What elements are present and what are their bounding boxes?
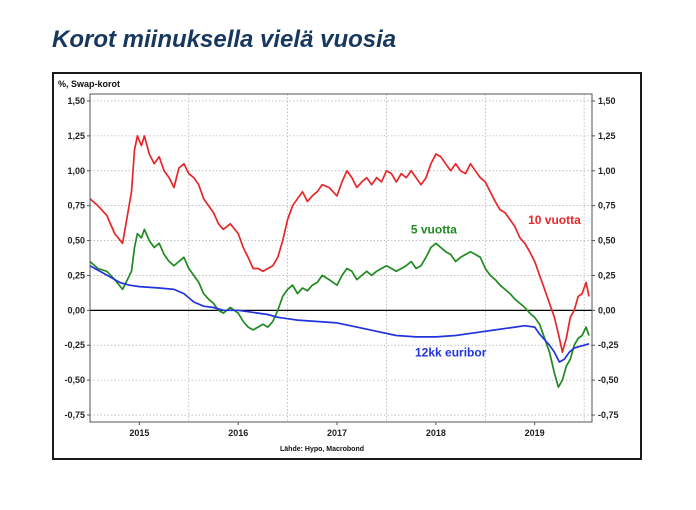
y-tick-label-right: -0,25 bbox=[598, 340, 619, 350]
series-label-0: 10 vuotta bbox=[528, 213, 581, 227]
x-tick-label: 2018 bbox=[426, 428, 446, 438]
slide-title: Korot miinuksella vielä vuosia bbox=[52, 26, 397, 53]
y-tick-label: 0,50 bbox=[67, 236, 85, 246]
y-axis-title: %, Swap-korot bbox=[58, 79, 120, 89]
x-tick-label: 2015 bbox=[129, 428, 149, 438]
source-note: Lähde: Hypo, Macrobond bbox=[280, 446, 364, 453]
series-line-2 bbox=[89, 264, 590, 363]
y-tick-label: 0,75 bbox=[67, 201, 85, 211]
x-tick-labels: 2015 2016 2017 2018 2019 bbox=[129, 428, 544, 438]
y-tick-label: -0,50 bbox=[64, 375, 85, 385]
y-tick-label: -0,25 bbox=[64, 340, 85, 350]
series-line-0 bbox=[89, 135, 590, 354]
series-labels: 10 vuotta 5 vuotta 12kk euribor bbox=[411, 213, 581, 360]
y-tick-label: 0,00 bbox=[67, 305, 85, 315]
line-chart: %, Swap-korot 1,50 1,25 1,00 0,75 0,50 0,25 0,… bbox=[58, 79, 619, 453]
series-line-1 bbox=[89, 228, 590, 388]
y-tick-labels-right: 1,50 1,25 1,00 0,75 0,50 0,25 0,00 -0,25 -0,50 -0… bbox=[598, 96, 619, 420]
y-tick-label-right: -0,75 bbox=[598, 410, 619, 420]
y-tick-label-right: 1,50 bbox=[598, 96, 616, 106]
y-tick-label: 1,25 bbox=[67, 131, 85, 141]
y-tick-label: 1,50 bbox=[67, 96, 85, 106]
series-lines bbox=[89, 135, 590, 388]
y-tick-label: -0,75 bbox=[64, 410, 85, 420]
y-tick-label: 0,25 bbox=[67, 270, 85, 280]
y-tick-label-right: 0,25 bbox=[598, 270, 616, 280]
y-tick-label-right: 1,00 bbox=[598, 166, 616, 176]
y-tick-labels-left: 1,50 1,25 1,00 0,75 0,50 0,25 0,00 -0,25 -0,50 -0… bbox=[64, 96, 85, 420]
x-tick-label: 2017 bbox=[327, 428, 347, 438]
series-label-2: 12kk euribor bbox=[415, 345, 487, 359]
chart-frame: %, Swap-korot 1,50 1,25 1,00 0,75 0,50 0,25 0,… bbox=[52, 72, 642, 460]
x-tick-label: 2016 bbox=[228, 428, 248, 438]
series-label-1: 5 vuotta bbox=[411, 223, 457, 237]
y-tick-label-right: 1,25 bbox=[598, 131, 616, 141]
y-tick-label-right: -0,50 bbox=[598, 375, 619, 385]
y-tick-label: 1,00 bbox=[67, 166, 85, 176]
gridlines bbox=[87, 94, 595, 425]
y-tick-label-right: 0,00 bbox=[598, 305, 616, 315]
plot-area bbox=[89, 93, 593, 423]
y-tick-label-right: 0,50 bbox=[598, 236, 616, 246]
y-tick-label-right: 0,75 bbox=[598, 201, 616, 211]
x-tick-label: 2019 bbox=[525, 428, 545, 438]
